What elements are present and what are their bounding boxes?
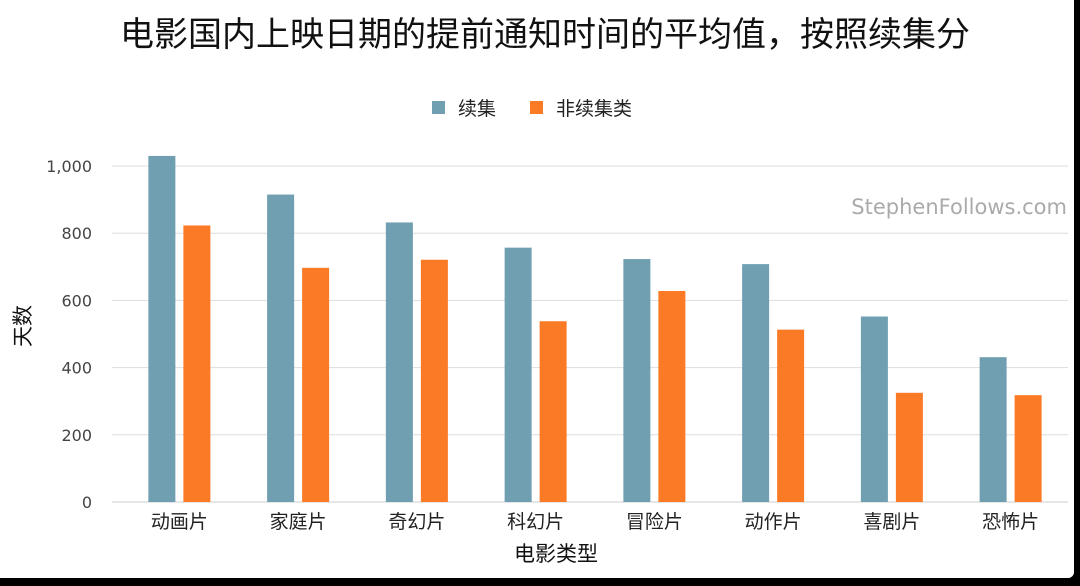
chart-title: 电影国内上映日期的提前通知时间的平均值，按照续集分 [120,15,970,55]
x-category-label: 恐怖片 [982,511,1039,533]
y-tick-label: 400 [61,359,92,378]
bar-non-sequel [302,267,330,502]
x-category-label: 动作片 [745,511,802,533]
bar-non-sequel [539,321,567,502]
legend: 续集 非续集类 [432,98,632,120]
legend-label-sequel: 续集 [458,98,496,120]
legend-swatch-sequel [432,101,445,114]
x-category-label: 家庭片 [270,511,327,533]
x-axis-categories: 动画片 家庭片 奇幻片 科幻片 冒险片 动作片 喜剧片 恐怖片 [151,511,1039,533]
bar-sequel [979,357,1007,502]
bar-non-sequel [1014,395,1042,502]
bar-non-sequel [658,290,686,502]
y-tick-label: 800 [61,224,92,243]
bar-non-sequel [420,259,448,502]
legend-swatch-non-sequel [530,101,543,114]
bar-sequel [504,247,532,502]
bar-non-sequel [895,392,923,502]
x-axis-title: 电影类型 [514,542,598,566]
x-category-label: 喜剧片 [863,511,920,533]
bar-sequel [623,259,651,502]
bar-sequel [860,316,888,502]
bar-non-sequel [183,225,211,503]
y-tick-label: 600 [61,291,92,310]
watermark: StephenFollows.com [851,195,1067,219]
legend-label-non-sequel: 非续集类 [556,98,632,120]
x-category-label: 奇幻片 [388,511,445,533]
y-axis-title: 天数 [11,305,35,347]
y-tick-label: 0 [82,493,92,512]
x-category-label: 动画片 [151,511,208,533]
y-tick-label: 1,000 [46,157,92,176]
y-axis-ticks: 0 200 400 600 800 1,000 [46,157,92,512]
bars [148,155,1042,503]
bar-non-sequel [777,329,805,502]
x-category-label: 科幻片 [507,511,564,533]
x-category-label: 冒险片 [626,511,683,533]
bar-sequel [267,194,295,502]
bar-sequel [385,222,413,502]
y-tick-label: 200 [61,426,92,445]
bar-sequel [148,155,176,503]
bar-sequel [742,264,770,502]
